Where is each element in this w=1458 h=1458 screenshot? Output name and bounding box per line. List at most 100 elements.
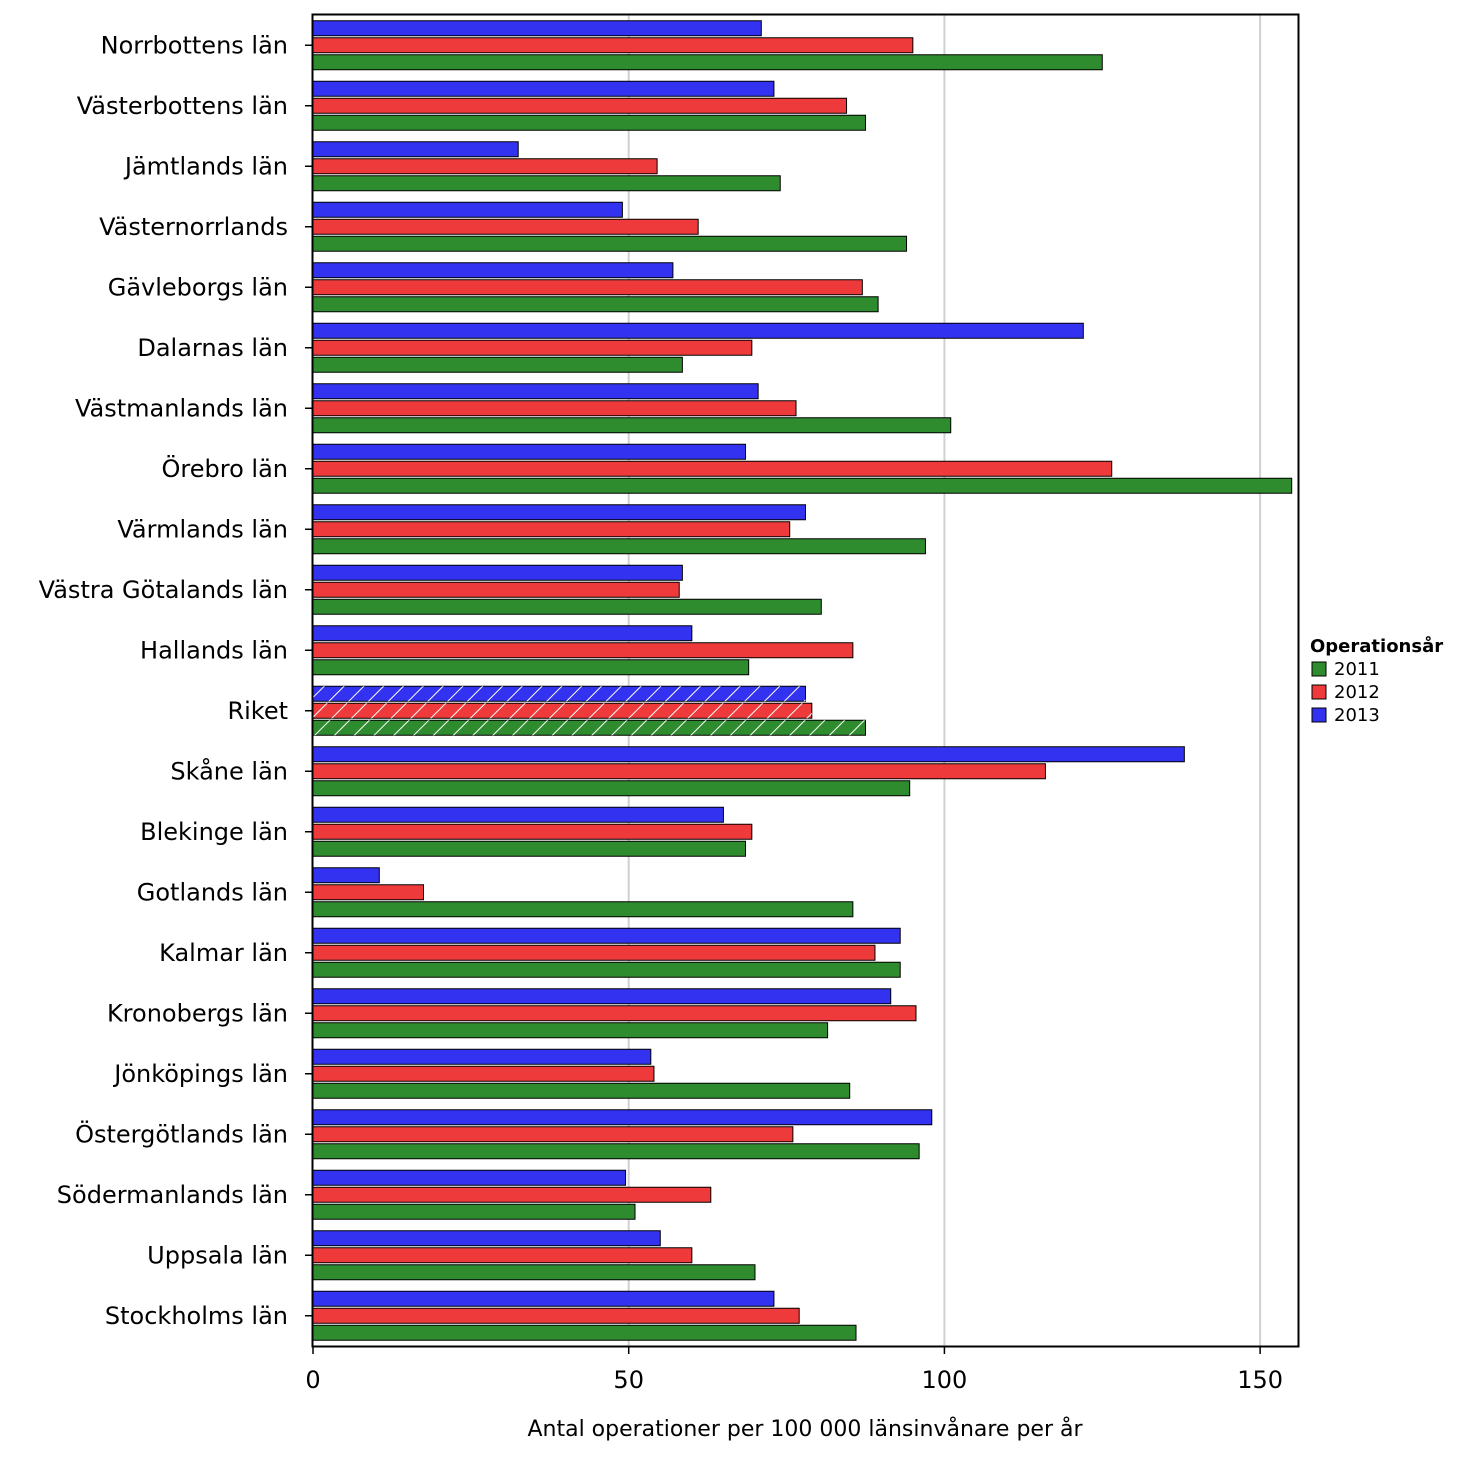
legend-swatch-2012 bbox=[1311, 684, 1327, 700]
category-label-6: Västmanlands län bbox=[75, 394, 288, 422]
bar-2013-21 bbox=[312, 1290, 775, 1307]
bar-2011-18 bbox=[312, 1143, 920, 1160]
bar-2012-12 bbox=[312, 763, 1046, 780]
bar-2011-7 bbox=[312, 477, 1293, 494]
bar-2013-0 bbox=[312, 20, 762, 37]
legend-label-2012: 2012 bbox=[1334, 682, 1380, 703]
bar-2012-8 bbox=[312, 521, 791, 538]
x-axis-title: Antal operationer per 100 000 länsinvåna… bbox=[527, 1416, 1083, 1442]
bar-2011-8 bbox=[312, 538, 926, 555]
bar-2013-17 bbox=[312, 1048, 652, 1065]
category-label-3: Västernorrlands bbox=[99, 213, 288, 241]
bar-2013-1 bbox=[312, 80, 775, 97]
bar-2013-13 bbox=[312, 806, 724, 823]
bar-2012-1 bbox=[312, 97, 848, 114]
bar-2013-12 bbox=[312, 746, 1185, 763]
bar-2013-6 bbox=[312, 383, 759, 400]
bar-2011-0 bbox=[312, 54, 1103, 71]
bar-2013-16 bbox=[312, 988, 892, 1005]
bar-2012-20 bbox=[312, 1247, 693, 1264]
bar-2013-18 bbox=[312, 1109, 933, 1126]
category-label-5: Dalarnas län bbox=[137, 334, 288, 362]
category-label-1: Västerbottens län bbox=[77, 92, 288, 120]
bar-2012-10 bbox=[312, 642, 854, 659]
bar-2012-15 bbox=[312, 944, 876, 961]
bar-2012-6 bbox=[312, 400, 797, 417]
x-tick-label-1: 50 bbox=[613, 1366, 644, 1394]
category-label-14: Gotlands län bbox=[137, 878, 288, 906]
legend-swatch-2011 bbox=[1311, 661, 1327, 677]
bars bbox=[312, 20, 1293, 1341]
bar-2011-13 bbox=[312, 840, 747, 857]
bar-2012-2 bbox=[312, 158, 658, 175]
bar-2012-3 bbox=[312, 218, 699, 235]
bar-2011-15 bbox=[312, 961, 901, 978]
plot-frame bbox=[311, 13, 1300, 1348]
category-label-13: Blekinge län bbox=[140, 818, 288, 846]
bar-2011-12 bbox=[312, 780, 911, 797]
bar-2012-5 bbox=[312, 339, 753, 356]
category-label-19: Södermanlands län bbox=[57, 1181, 288, 1209]
bar-2012-21 bbox=[312, 1307, 800, 1324]
bar-2013-10 bbox=[312, 625, 693, 642]
category-label-18: Östergötlands län bbox=[75, 1119, 288, 1148]
legend-label-2013: 2013 bbox=[1334, 705, 1380, 726]
bar-2012-16 bbox=[312, 1005, 917, 1022]
bar-2013-15 bbox=[312, 927, 901, 944]
category-label-7: Örebro län bbox=[162, 454, 288, 483]
legend-title: Operationsår bbox=[1310, 635, 1443, 657]
bar-2011-17 bbox=[312, 1082, 851, 1099]
bar-2011-20 bbox=[312, 1264, 756, 1281]
category-label-11: Riket bbox=[227, 697, 288, 725]
bar-hatch-2013-11 bbox=[313, 686, 806, 702]
bar-2011-10 bbox=[312, 659, 750, 676]
x-tick-label-3: 150 bbox=[1237, 1366, 1283, 1394]
legend-label-2011: 2011 bbox=[1334, 659, 1380, 680]
category-labels: Norrbottens län Västerbottens län Jämtland… bbox=[39, 31, 313, 1330]
x-axis-ticks: 0 50 100 150 bbox=[305, 1346, 1283, 1394]
bar-2013-4 bbox=[312, 262, 674, 279]
bar-2011-9 bbox=[312, 598, 822, 615]
bar-2013-8 bbox=[312, 504, 806, 521]
bar-2011-16 bbox=[312, 1022, 829, 1039]
bar-2011-19 bbox=[312, 1203, 636, 1220]
x-tick-label-0: 0 bbox=[305, 1366, 320, 1394]
bar-2012-17 bbox=[312, 1065, 655, 1082]
category-label-17: Jönköpings län bbox=[112, 1060, 288, 1088]
bar-hatch-2011-11 bbox=[313, 720, 866, 736]
bar-2011-5 bbox=[312, 356, 683, 373]
bar-2012-13 bbox=[312, 823, 753, 840]
bar-2013-14 bbox=[312, 867, 380, 884]
category-label-9: Västra Götalands län bbox=[39, 576, 288, 604]
category-label-10: Hallands län bbox=[140, 636, 288, 664]
bar-2012-4 bbox=[312, 279, 863, 296]
bar-2013-3 bbox=[312, 201, 623, 218]
bar-2011-4 bbox=[312, 296, 879, 313]
category-label-20: Uppsala län bbox=[147, 1241, 288, 1269]
bar-hatch-2012-11 bbox=[313, 703, 812, 719]
x-tick-label-2: 100 bbox=[922, 1366, 968, 1394]
bar-2012-0 bbox=[312, 37, 914, 54]
bar-2013-7 bbox=[312, 443, 747, 460]
bar-2013-5 bbox=[312, 322, 1084, 339]
legend-swatch-2013 bbox=[1311, 707, 1327, 723]
bar-2012-7 bbox=[312, 460, 1113, 477]
bar-2013-20 bbox=[312, 1230, 661, 1247]
bar-2011-3 bbox=[312, 235, 908, 252]
bar-2011-14 bbox=[312, 901, 854, 918]
bar-2012-19 bbox=[312, 1186, 712, 1203]
bar-2011-21 bbox=[312, 1324, 857, 1341]
category-label-12: Skåne län bbox=[170, 756, 288, 785]
category-label-4: Gävleborgs län bbox=[108, 273, 288, 301]
category-label-2: Jämtlands län bbox=[123, 152, 288, 180]
bar-2012-14 bbox=[312, 884, 424, 901]
bar-2011-2 bbox=[312, 175, 781, 192]
bar-2012-9 bbox=[312, 581, 680, 598]
bar-2013-9 bbox=[312, 564, 683, 581]
category-label-21: Stockholms län bbox=[105, 1302, 288, 1330]
category-label-16: Kronobergs län bbox=[107, 999, 288, 1027]
bar-2012-18 bbox=[312, 1126, 794, 1143]
bar-2011-6 bbox=[312, 417, 952, 434]
